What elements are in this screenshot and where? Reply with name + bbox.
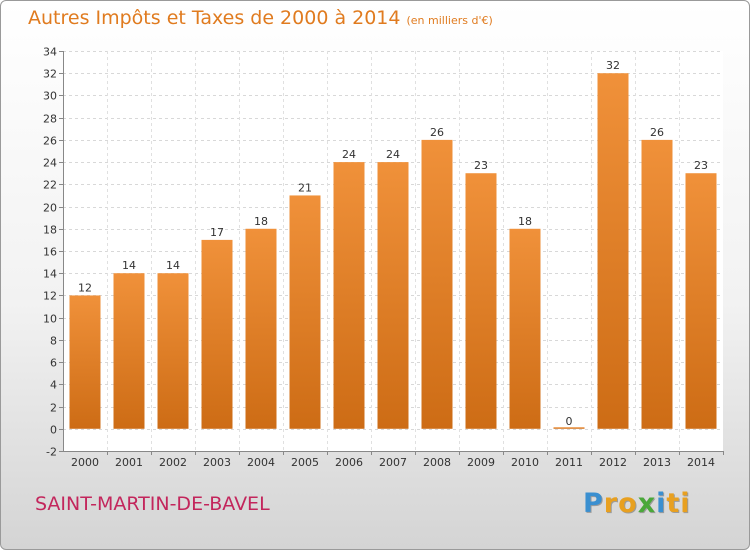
data-label: 0 bbox=[566, 415, 573, 428]
y-tick-label: 2 bbox=[50, 402, 57, 415]
data-label: 26 bbox=[430, 126, 444, 139]
y-tick-label: -2 bbox=[46, 446, 57, 459]
y-tick-label: 26 bbox=[43, 135, 57, 148]
y-tick-label: 12 bbox=[43, 290, 57, 303]
x-tick-label: 2010 bbox=[511, 456, 539, 469]
bar bbox=[553, 427, 585, 429]
y-tick-label: 8 bbox=[50, 335, 57, 348]
data-label: 23 bbox=[474, 159, 488, 172]
x-tick-label: 2005 bbox=[291, 456, 319, 469]
bar bbox=[465, 173, 497, 429]
x-tick-label: 2002 bbox=[159, 456, 187, 469]
y-tick-label: 6 bbox=[50, 357, 57, 370]
data-label: 18 bbox=[518, 215, 532, 228]
y-tick-label: 4 bbox=[50, 379, 57, 392]
logo-letter: x bbox=[637, 488, 657, 519]
bar bbox=[201, 239, 233, 429]
logo-letter: i bbox=[656, 488, 667, 519]
x-tick-label: 2012 bbox=[599, 456, 627, 469]
y-tick-label: 16 bbox=[43, 246, 57, 259]
y-tick-label: 22 bbox=[43, 179, 57, 192]
proxiti-logo: Proxiti bbox=[583, 488, 691, 519]
logo-letter: o bbox=[618, 488, 638, 519]
chart-title-text: Autres Impôts et Taxes de 2000 à 2014 bbox=[28, 7, 401, 29]
y-tick-label: 14 bbox=[43, 268, 57, 281]
x-tick-label: 2007 bbox=[379, 456, 407, 469]
bar bbox=[421, 139, 453, 429]
y-tick-label: 0 bbox=[50, 424, 57, 437]
logo-letter: r bbox=[603, 488, 619, 519]
data-label: 23 bbox=[694, 159, 708, 172]
x-tick-label: 2003 bbox=[203, 456, 231, 469]
data-label: 24 bbox=[342, 148, 356, 161]
bar bbox=[245, 228, 277, 429]
bar bbox=[509, 228, 541, 429]
location-name: SAINT-MARTIN-DE-BAVEL bbox=[35, 493, 270, 515]
bar bbox=[597, 73, 629, 429]
bar bbox=[157, 273, 189, 429]
y-tick-label: 28 bbox=[43, 113, 57, 126]
bar bbox=[333, 162, 365, 429]
x-tick-label: 2008 bbox=[423, 456, 451, 469]
data-label: 12 bbox=[78, 281, 92, 294]
x-tick-label: 2009 bbox=[467, 456, 495, 469]
x-tick-label: 2001 bbox=[115, 456, 143, 469]
data-label: 24 bbox=[386, 148, 400, 161]
data-label: 21 bbox=[298, 181, 312, 194]
data-label: 14 bbox=[166, 259, 180, 272]
data-label: 26 bbox=[650, 126, 664, 139]
x-tick-label: 2013 bbox=[643, 456, 671, 469]
logo-letter: P bbox=[583, 488, 604, 519]
bar bbox=[377, 162, 409, 429]
chart-unit-note: (en milliers d'€) bbox=[406, 14, 493, 27]
y-tick-label: 32 bbox=[43, 68, 57, 81]
y-tick-label: 24 bbox=[43, 157, 57, 170]
x-tick-label: 2014 bbox=[687, 456, 715, 469]
logo-letter: i bbox=[680, 488, 691, 519]
chart-title: Autres Impôts et Taxes de 2000 à 2014 (en… bbox=[28, 7, 493, 29]
y-tick-label: 10 bbox=[43, 313, 57, 326]
y-tick-label: 18 bbox=[43, 224, 57, 237]
data-label: 14 bbox=[122, 259, 136, 272]
y-tick-label: 30 bbox=[43, 90, 57, 103]
x-tick-label: 2004 bbox=[247, 456, 275, 469]
bar bbox=[289, 195, 321, 429]
x-tick-label: 2011 bbox=[555, 456, 583, 469]
y-tick-label: 34 bbox=[43, 46, 57, 59]
bar bbox=[685, 173, 717, 429]
data-label: 17 bbox=[210, 226, 224, 239]
x-tick-label: 2000 bbox=[71, 456, 99, 469]
bar bbox=[641, 139, 673, 429]
x-tick-label: 2006 bbox=[335, 456, 363, 469]
data-label: 18 bbox=[254, 215, 268, 228]
bar bbox=[113, 273, 145, 429]
bar bbox=[69, 295, 101, 429]
logo-letter: t bbox=[666, 488, 681, 519]
data-label: 32 bbox=[606, 59, 620, 72]
y-tick-label: 20 bbox=[43, 202, 57, 215]
